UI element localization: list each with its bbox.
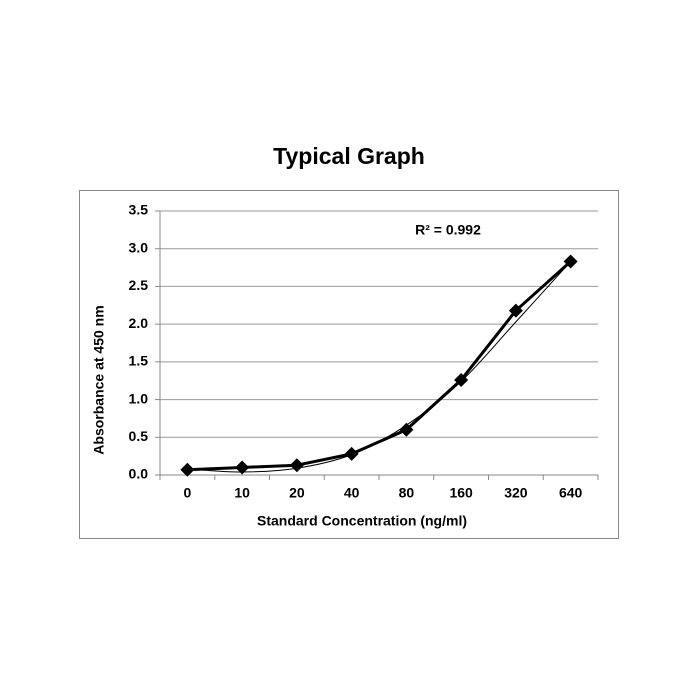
marker <box>563 254 578 269</box>
y-tick-label: 1.0 <box>129 390 149 406</box>
y-tick-label: 3.5 <box>129 202 149 218</box>
chart-frame <box>79 190 619 539</box>
marker <box>344 446 359 461</box>
x-tick-label: 10 <box>234 485 250 501</box>
y-tick-label: 2.0 <box>129 315 149 331</box>
marker <box>508 303 523 318</box>
x-tick-label: 20 <box>289 485 305 501</box>
y-tick-label: 2.5 <box>129 277 149 293</box>
marker <box>289 458 304 473</box>
x-tick-label: 160 <box>449 485 473 501</box>
x-axis-label: Standard Concentration (ng/ml) <box>257 513 467 529</box>
marker <box>180 462 195 477</box>
y-axis-label: Absorbance at 450 nm <box>91 305 107 454</box>
annotation: R² = 0.992 <box>415 222 481 238</box>
y-tick-label: 1.5 <box>129 353 149 369</box>
marker <box>399 422 414 437</box>
x-tick-label: 80 <box>399 485 415 501</box>
x-tick-label: 40 <box>344 485 360 501</box>
marker <box>454 372 469 387</box>
y-tick-label: 3.0 <box>129 239 149 255</box>
y-tick-label: 0.5 <box>129 428 149 444</box>
x-tick-label: 640 <box>559 485 583 501</box>
series-line <box>187 261 571 473</box>
y-tick-label: 0.0 <box>129 466 149 482</box>
x-tick-label: 0 <box>183 485 191 501</box>
chart-title: Typical Graph <box>273 143 425 169</box>
x-tick-label: 320 <box>504 485 528 501</box>
series-line <box>187 260 572 472</box>
marker <box>235 460 250 475</box>
